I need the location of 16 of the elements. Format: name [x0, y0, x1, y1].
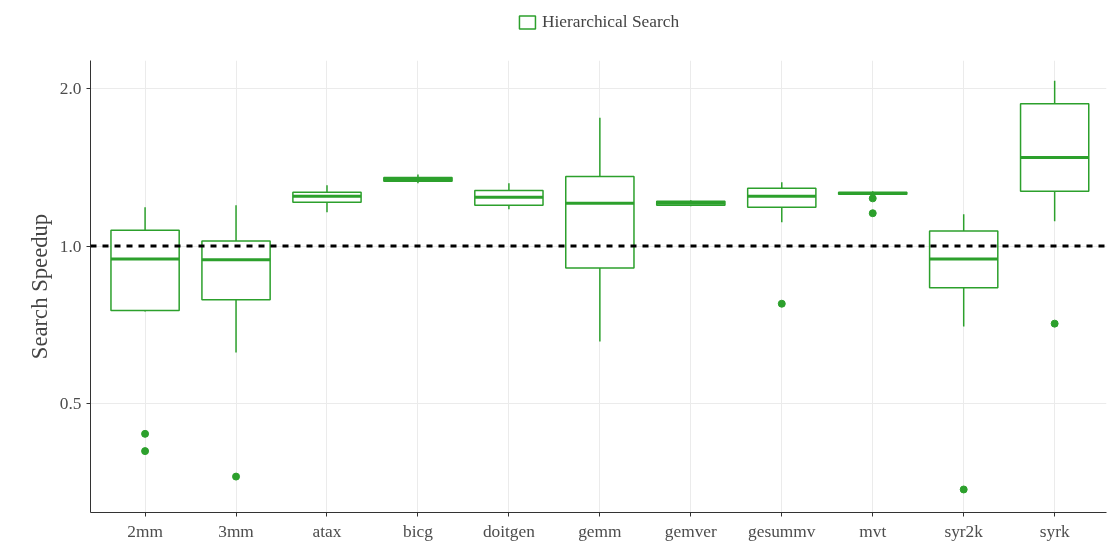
- x-tick-label: bicg: [403, 521, 434, 541]
- y-tick-label: 1.0: [59, 236, 82, 256]
- x-tick-label: 2mm: [127, 521, 164, 541]
- x-tick-label: gemver: [664, 521, 718, 541]
- x-tick-label: gesummv: [748, 521, 816, 541]
- x-tick-label: syr2k: [944, 521, 984, 541]
- x-tick-label: 3mm: [218, 521, 255, 541]
- legend-label: Hierarchical Search: [541, 12, 680, 32]
- x-tick-label: atax: [312, 521, 342, 541]
- x-tick-label: syrk: [1039, 521, 1070, 541]
- x-tick-label: doitgen: [482, 521, 536, 541]
- y-tick-label: 2.0: [59, 78, 82, 98]
- x-tick-label: mvt: [859, 521, 887, 541]
- x-tick-label: gemm: [578, 521, 623, 541]
- y-tick-label: 0.5: [59, 394, 82, 414]
- y-axis-title: Search Speedup: [26, 213, 52, 360]
